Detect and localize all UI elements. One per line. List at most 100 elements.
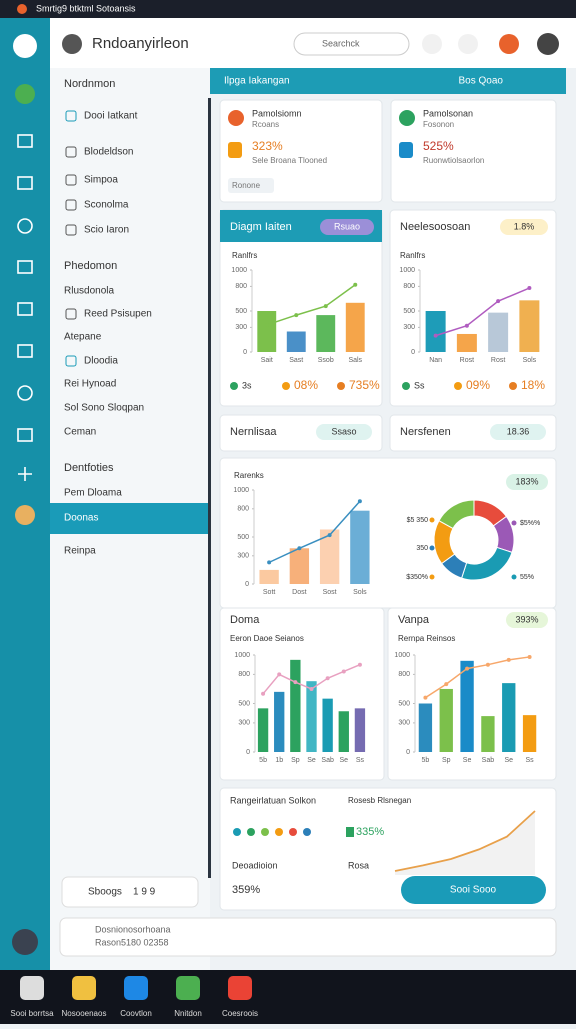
chart-badge[interactable]: 1.8% [514, 221, 535, 231]
bar [488, 312, 509, 352]
nav-item[interactable]: Atepane [64, 332, 102, 343]
pill-text[interactable]: Ssaso [331, 426, 356, 436]
taskbar-icon[interactable] [20, 976, 44, 1000]
x-tick-label: Rost [460, 357, 474, 364]
y-tick-label: 300 [238, 720, 250, 727]
x-tick-label: Sp [291, 757, 300, 764]
nav-item[interactable]: Ceman [64, 427, 96, 438]
line-point [277, 672, 282, 677]
taskbar-label[interactable]: Nosooenaos [62, 1009, 107, 1018]
rail-menu[interactable] [12, 929, 38, 955]
line-point [353, 282, 358, 287]
user-avatar[interactable] [15, 505, 35, 525]
header [0, 18, 576, 68]
chart-badge[interactable]: 393% [515, 614, 538, 624]
line-point [261, 691, 266, 696]
chart-badge[interactable]: Rsuao [334, 221, 360, 231]
icon-button[interactable] [422, 34, 442, 54]
nav-item[interactable]: Sol Sono Sloqpan [64, 403, 144, 414]
legend-dot [337, 382, 345, 390]
pill[interactable] [506, 474, 548, 490]
taskbar-icon[interactable] [176, 976, 200, 1000]
card [389, 209, 557, 407]
bar [259, 569, 279, 584]
legend-dot [511, 574, 517, 580]
nav-item[interactable]: Simpoa [84, 175, 118, 186]
bar [439, 688, 453, 752]
nav-item[interactable]: Reinpa [64, 546, 96, 557]
nav-item[interactable]: Doonas [64, 513, 98, 524]
line-point [496, 299, 501, 304]
cta-button[interactable] [401, 876, 546, 904]
nav-item[interactable]: Rlusdonola [64, 286, 114, 297]
card-icon [399, 110, 415, 126]
line-point [297, 546, 302, 551]
x-tick-label: Sait [261, 357, 273, 364]
y-tick-label: 500 [237, 534, 249, 541]
pill[interactable] [500, 219, 548, 235]
card-value: 323% [252, 139, 283, 153]
pill[interactable] [320, 219, 374, 235]
legend-dot [233, 828, 241, 836]
cta-text[interactable]: Sooi Sooo [450, 885, 497, 896]
taskbar-label[interactable]: Coovtlon [120, 1009, 152, 1018]
y-tick-label: 1000 [234, 652, 250, 659]
legend-dot [454, 382, 462, 390]
chart-title: Doma [230, 614, 260, 626]
logo[interactable] [13, 34, 37, 58]
nav-item[interactable]: Blodeldson [84, 147, 133, 158]
chart-badge[interactable]: 183% [515, 476, 538, 486]
nav-item[interactable]: Scio Iaron [84, 225, 129, 236]
x-tick-label: Sab [321, 757, 334, 764]
legend-dot [275, 828, 283, 836]
chart-title: Diagm Iaiten [230, 221, 292, 233]
card-icon [228, 110, 244, 126]
taskbar-icon[interactable] [72, 976, 96, 1000]
topbar-action[interactable]: Bos Qoao [459, 76, 504, 87]
chart-title: Vanpa [398, 614, 430, 626]
pill-text[interactable]: 18.36 [507, 426, 530, 436]
nav-item[interactable]: Rei Hynoad [64, 379, 116, 390]
nav-item[interactable]: Sconolma [84, 200, 129, 211]
sidebar-footer[interactable] [61, 876, 199, 908]
x-tick-label: Se [307, 757, 316, 764]
legend-dot [303, 828, 311, 836]
avatar[interactable] [62, 34, 82, 54]
y-axis-label: Rarenks [234, 471, 264, 480]
profile[interactable] [537, 33, 559, 55]
nav-item[interactable]: Reed Psisupen [84, 309, 152, 320]
rail-icon[interactable] [15, 84, 35, 104]
bar [522, 715, 537, 752]
line-point [357, 662, 362, 667]
footer-label: Sboogs [88, 887, 122, 898]
taskbar-icon[interactable] [228, 976, 252, 1000]
legend-dot [282, 382, 290, 390]
nav-icon [65, 308, 77, 320]
y-tick-label: 1000 [231, 267, 247, 274]
line-point [506, 657, 511, 662]
search-line: Dosnionosorhoana [95, 924, 171, 934]
nav-item[interactable]: Dloodia [84, 356, 118, 367]
nav-icon [65, 110, 77, 122]
icon-button[interactable] [458, 34, 478, 54]
pill[interactable] [316, 424, 372, 440]
donut-label: 55% [520, 574, 534, 581]
search-placeholder: Searchck [322, 38, 360, 48]
nav-item[interactable]: Pem Dloama [64, 488, 122, 499]
card-icon [228, 142, 242, 158]
taskbar-label[interactable]: Nnitdon [174, 1009, 202, 1018]
tab-title[interactable]: Smrtig9 btktml Sotoansis [36, 3, 136, 13]
search-panel[interactable] [59, 917, 557, 957]
bar [519, 300, 540, 352]
taskbar-icon[interactable] [124, 976, 148, 1000]
taskbar-label[interactable]: Coesroois [222, 1009, 258, 1018]
taskbar-label[interactable]: Sooi borrtsa [10, 1009, 54, 1018]
icon-button[interactable] [499, 34, 519, 54]
nav-item[interactable]: Dooi Iatkant [84, 111, 138, 122]
pill[interactable] [506, 612, 548, 628]
pill[interactable] [490, 424, 546, 440]
line-point [293, 680, 298, 685]
search-box[interactable] [293, 32, 410, 56]
line-point [357, 499, 362, 504]
